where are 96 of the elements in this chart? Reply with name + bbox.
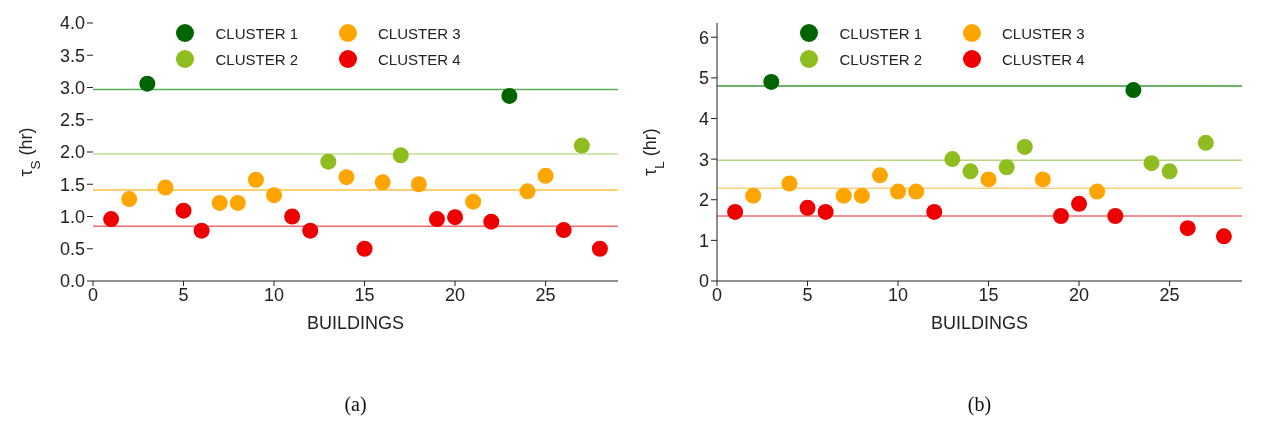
point [1215,228,1232,245]
point [591,240,608,257]
point [465,193,482,210]
x-tick-label: 5 [178,284,189,305]
point [908,183,925,200]
x-tick-label: 15 [978,284,999,305]
y-tick-label: 2.5 [59,110,85,131]
point [284,208,301,225]
point [447,209,464,226]
point [998,159,1015,176]
point [745,187,762,204]
y-tick-label: 4.0 [59,13,85,34]
point [871,167,888,184]
point [266,187,283,204]
point [1125,82,1142,99]
point [555,222,572,239]
y-tick-label: 1.0 [59,206,85,227]
x-tick-label: 15 [354,284,375,305]
point [1016,138,1033,155]
point [944,151,961,168]
point [817,203,834,220]
y-tick-label: 4 [698,108,709,129]
x-axis-title: BUILDINGS [306,313,405,333]
y-tick-label: 0.0 [59,271,85,292]
point [374,174,391,191]
point [537,167,554,184]
point [410,176,427,193]
point [356,240,373,257]
point [853,187,870,204]
text: (b) [966,393,993,416]
y-tick-label: 2 [698,190,709,211]
x-tick-label: 0 [87,284,99,305]
point [890,183,907,200]
y-tick-label: 3 [698,149,709,170]
point [157,179,174,196]
point [926,203,943,220]
x-tick-label: 5 [802,284,813,305]
point [799,199,816,216]
point [980,171,997,188]
point [781,175,798,192]
point [428,211,445,228]
x-tick-label: 25 [535,284,556,305]
x-tick-label: 0 [711,284,723,305]
point [211,194,228,211]
y-tick-label: 5 [698,68,709,89]
point [1179,220,1196,237]
x-tick-label: 20 [1069,284,1090,305]
point [727,203,744,220]
legend-label: CLUSTER 3 [378,24,461,42]
point [175,202,192,219]
point [483,213,500,230]
point [139,75,156,92]
point [1034,171,1051,188]
legend-label: CLUSTER 2 [215,50,298,68]
legend-label: CLUSTER 2 [839,50,922,68]
point [302,222,319,239]
point [229,194,246,211]
y-tick-label: 6 [698,27,709,48]
point [1161,163,1178,180]
x-tick-label: 20 [445,284,466,305]
y-tick-label: 1 [698,230,709,251]
x-tick-label: 10 [888,284,909,305]
point [338,169,355,186]
point [1143,155,1160,172]
point [1052,207,1069,224]
point [573,137,590,154]
point [103,211,120,228]
legend-label: CLUSTER 1 [839,24,922,42]
legend-label: CLUSTER 4 [1002,50,1085,68]
y-tick-label: 0 [698,271,709,292]
point [392,147,409,164]
x-tick-label: 10 [264,284,285,305]
legend-label: CLUSTER 3 [1002,24,1085,42]
point [962,163,979,180]
point [501,87,518,104]
y-tick-label: 2.0 [59,142,85,163]
x-tick-label: 25 [1159,284,1180,305]
point [320,153,337,170]
point [193,222,210,239]
point [835,187,852,204]
point [1107,207,1124,224]
legend-label: CLUSTER 4 [378,50,461,68]
y-tick-label: 3.5 [59,45,85,66]
point [1089,183,1106,200]
text: (a) [343,393,368,416]
point [1071,195,1088,212]
y-tick-label: 0.5 [59,239,85,260]
x-axis-title: BUILDINGS [930,313,1029,333]
y-tick-label: 3.0 [59,77,85,98]
legend-label: CLUSTER 1 [215,24,298,42]
point [1197,134,1214,151]
point [519,183,536,200]
point [247,171,264,188]
y-tick-label: 1.5 [59,174,85,195]
point [121,191,138,208]
point [763,73,780,90]
